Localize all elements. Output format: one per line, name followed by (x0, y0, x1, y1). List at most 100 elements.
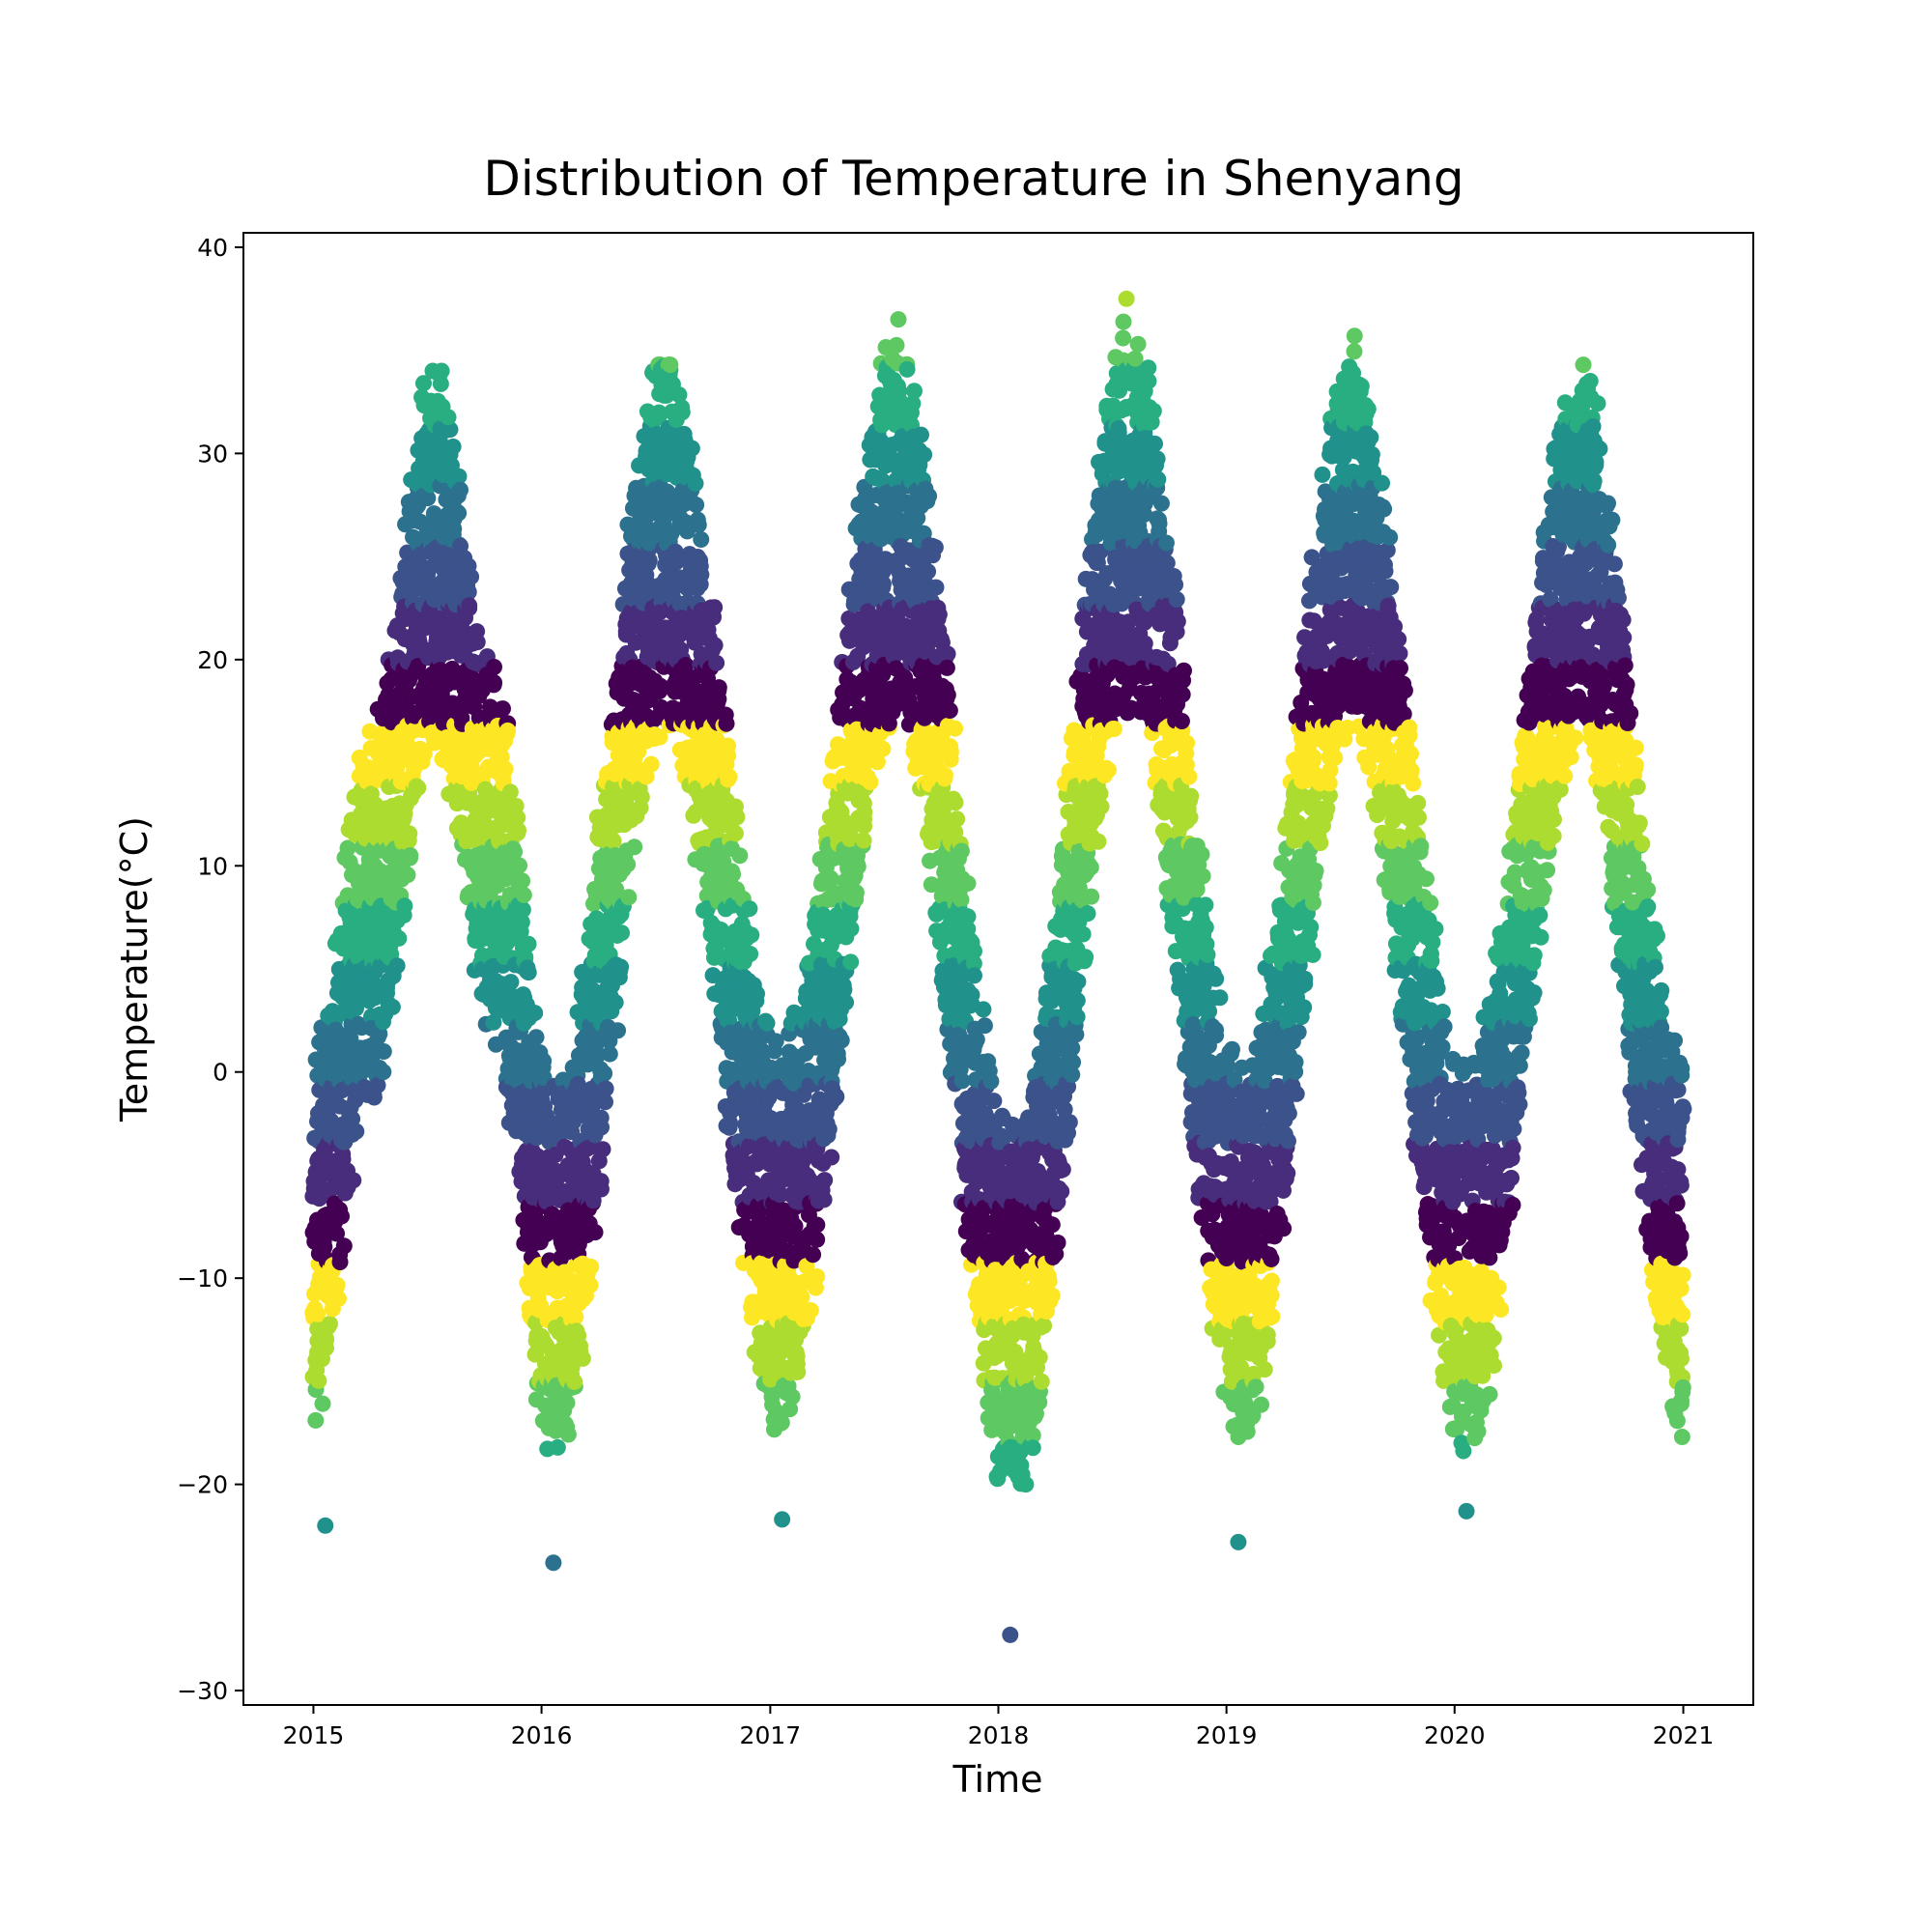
data-point (1024, 1439, 1041, 1457)
data-point (856, 810, 873, 828)
data-point (830, 1050, 847, 1067)
data-point (1067, 1026, 1085, 1043)
data-point (936, 770, 953, 787)
data-point (594, 1141, 611, 1158)
data-point (905, 383, 923, 400)
data-point (494, 700, 511, 718)
data-point (595, 1065, 612, 1083)
data-point (706, 599, 724, 616)
data-point (975, 1001, 992, 1018)
data-point (982, 1072, 1000, 1090)
data-point (309, 1305, 327, 1322)
data-point (348, 1122, 365, 1140)
data-point (1049, 1234, 1066, 1251)
data-point (1065, 1054, 1082, 1071)
data-point (1074, 925, 1092, 943)
data-point (332, 1208, 350, 1225)
data-point (820, 1121, 838, 1138)
data-point (942, 751, 959, 768)
data-point (690, 516, 707, 533)
data-point (642, 755, 660, 773)
data-point (335, 1237, 353, 1255)
data-point (749, 985, 766, 1003)
data-point (626, 838, 643, 856)
data-point (317, 1339, 334, 1356)
data-point (510, 822, 527, 839)
data-points (304, 290, 1692, 1643)
data-point (789, 1363, 807, 1380)
data-point (847, 884, 865, 901)
data-point (592, 1173, 610, 1190)
data-point (613, 924, 631, 942)
data-point (673, 404, 691, 421)
data-point (1053, 1182, 1070, 1200)
data-point (947, 720, 964, 737)
data-point (593, 1119, 611, 1136)
data-point (920, 563, 937, 581)
data-point (486, 674, 503, 692)
data-point (520, 964, 537, 981)
data-point (419, 490, 437, 507)
data-point (321, 1315, 338, 1332)
data-point (390, 929, 408, 947)
data-point (463, 568, 480, 585)
data-point (651, 683, 668, 700)
data-point (938, 659, 955, 676)
data-point (597, 1080, 614, 1097)
data-point (314, 1395, 331, 1412)
data-point (450, 504, 468, 522)
data-point (758, 1014, 776, 1032)
data-point (788, 1348, 806, 1365)
data-point (888, 336, 905, 354)
data-point (805, 1246, 822, 1264)
data-point (601, 1045, 618, 1063)
data-point (450, 468, 468, 485)
data-point (334, 1146, 352, 1163)
data-point (731, 847, 749, 865)
data-point (605, 832, 622, 849)
data-point (710, 691, 727, 708)
data-point (708, 654, 725, 671)
data-point (620, 889, 638, 906)
data-point (721, 768, 738, 785)
data-point (683, 440, 700, 457)
data-point (375, 1043, 392, 1061)
data-point (451, 481, 469, 498)
data-point (369, 1077, 386, 1094)
data-point (619, 856, 637, 873)
data-point (816, 1172, 834, 1189)
data-point (633, 788, 650, 806)
data-point (415, 745, 433, 762)
data-point (1017, 1476, 1035, 1493)
data-point (941, 702, 958, 720)
data-point (823, 1149, 840, 1166)
data-point (527, 1029, 545, 1046)
data-point (432, 375, 449, 392)
data-point (566, 1373, 583, 1390)
data-point (874, 740, 892, 757)
data-point (862, 774, 879, 791)
data-point (329, 1290, 347, 1307)
data-point (726, 798, 744, 815)
data-point (1052, 1161, 1069, 1179)
data-point (952, 891, 970, 908)
data-point (809, 1216, 826, 1234)
data-point (461, 597, 478, 614)
data-point (842, 920, 860, 937)
data-point (1068, 992, 1086, 1009)
data-point (835, 977, 852, 994)
data-point (898, 360, 916, 378)
data-point (802, 1302, 819, 1320)
data-point (1068, 1009, 1086, 1026)
data-point (949, 810, 966, 828)
data-point (809, 1267, 826, 1285)
data-point (1077, 949, 1094, 966)
data-point (693, 530, 710, 548)
data-point (726, 825, 744, 842)
data-point (444, 438, 462, 455)
data-point (514, 872, 531, 890)
data-point (339, 839, 356, 857)
data-point (485, 659, 502, 676)
data-point (912, 426, 929, 443)
data-point (558, 1394, 576, 1411)
